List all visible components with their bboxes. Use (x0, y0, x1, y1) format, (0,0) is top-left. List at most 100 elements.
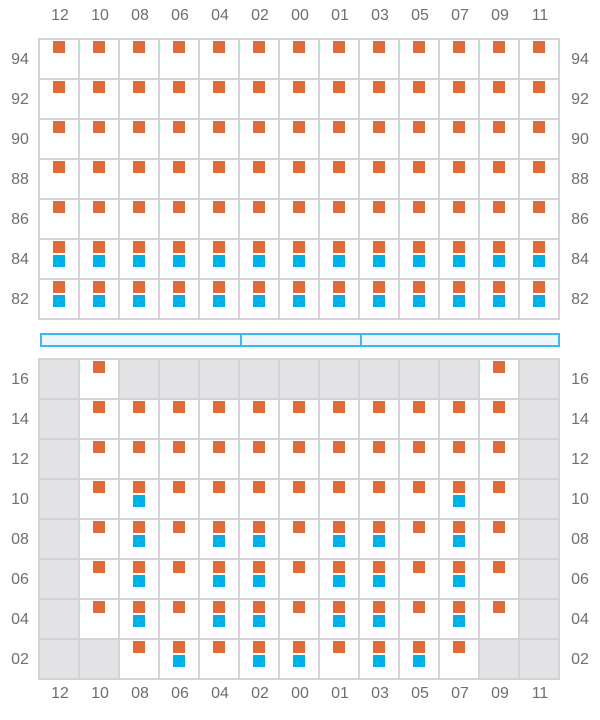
orange-marker[interactable] (453, 121, 465, 133)
seat-cell[interactable] (200, 80, 240, 120)
seat-cell[interactable] (440, 160, 480, 200)
orange-marker[interactable] (293, 601, 305, 613)
seat-cell[interactable] (280, 240, 320, 280)
blue-marker[interactable] (213, 255, 225, 267)
seat-cell[interactable] (160, 280, 200, 320)
orange-marker[interactable] (533, 41, 545, 53)
orange-marker[interactable] (133, 121, 145, 133)
blue-marker[interactable] (173, 255, 185, 267)
orange-marker[interactable] (293, 641, 305, 653)
orange-marker[interactable] (493, 401, 505, 413)
orange-marker[interactable] (173, 201, 185, 213)
seat-cell[interactable] (520, 160, 560, 200)
blue-marker[interactable] (253, 615, 265, 627)
orange-marker[interactable] (453, 201, 465, 213)
seat-cell[interactable] (440, 480, 480, 520)
orange-marker[interactable] (333, 521, 345, 533)
blue-marker[interactable] (453, 615, 465, 627)
seat-cell[interactable] (240, 40, 280, 80)
seat-cell[interactable] (320, 80, 360, 120)
seat-cell[interactable] (360, 240, 400, 280)
blue-marker[interactable] (53, 295, 65, 307)
seat-cell[interactable] (360, 80, 400, 120)
blue-marker[interactable] (453, 295, 465, 307)
orange-marker[interactable] (53, 81, 65, 93)
orange-marker[interactable] (253, 241, 265, 253)
seat-cell[interactable] (40, 160, 80, 200)
orange-marker[interactable] (293, 481, 305, 493)
orange-marker[interactable] (93, 521, 105, 533)
seat-cell[interactable] (360, 280, 400, 320)
seat-cell[interactable] (480, 40, 520, 80)
seat-cell[interactable] (360, 480, 400, 520)
orange-marker[interactable] (293, 81, 305, 93)
seat-cell[interactable] (240, 160, 280, 200)
orange-marker[interactable] (453, 81, 465, 93)
seat-cell[interactable] (400, 600, 440, 640)
blue-marker[interactable] (213, 295, 225, 307)
orange-marker[interactable] (133, 441, 145, 453)
blue-marker[interactable] (373, 535, 385, 547)
blue-marker[interactable] (333, 255, 345, 267)
seat-cell[interactable] (280, 280, 320, 320)
seat-cell[interactable] (360, 560, 400, 600)
blue-marker[interactable] (453, 255, 465, 267)
orange-marker[interactable] (333, 561, 345, 573)
orange-marker[interactable] (133, 521, 145, 533)
seat-cell[interactable] (520, 280, 560, 320)
orange-marker[interactable] (253, 401, 265, 413)
orange-marker[interactable] (293, 161, 305, 173)
orange-marker[interactable] (133, 81, 145, 93)
orange-marker[interactable] (373, 561, 385, 573)
orange-marker[interactable] (213, 481, 225, 493)
seat-cell[interactable] (160, 80, 200, 120)
orange-marker[interactable] (253, 481, 265, 493)
orange-marker[interactable] (133, 201, 145, 213)
seat-cell[interactable] (200, 400, 240, 440)
blue-marker[interactable] (413, 255, 425, 267)
seat-cell[interactable] (120, 160, 160, 200)
seat-cell[interactable] (80, 360, 120, 400)
seat-cell[interactable] (80, 120, 120, 160)
orange-marker[interactable] (493, 81, 505, 93)
orange-marker[interactable] (93, 601, 105, 613)
orange-marker[interactable] (533, 81, 545, 93)
orange-marker[interactable] (413, 481, 425, 493)
blue-marker[interactable] (333, 295, 345, 307)
blue-marker[interactable] (453, 575, 465, 587)
orange-marker[interactable] (293, 441, 305, 453)
seat-cell[interactable] (160, 160, 200, 200)
orange-marker[interactable] (493, 561, 505, 573)
seat-cell[interactable] (240, 400, 280, 440)
orange-marker[interactable] (493, 41, 505, 53)
seat-cell[interactable] (120, 440, 160, 480)
orange-marker[interactable] (413, 561, 425, 573)
seat-cell[interactable] (40, 120, 80, 160)
seat-cell[interactable] (360, 400, 400, 440)
seat-cell[interactable] (120, 480, 160, 520)
seat-cell[interactable] (480, 480, 520, 520)
blue-marker[interactable] (253, 295, 265, 307)
seat-cell[interactable] (200, 120, 240, 160)
seat-cell[interactable] (440, 200, 480, 240)
orange-marker[interactable] (333, 641, 345, 653)
orange-marker[interactable] (253, 121, 265, 133)
orange-marker[interactable] (133, 241, 145, 253)
seat-cell[interactable] (240, 520, 280, 560)
seat-cell[interactable] (320, 600, 360, 640)
orange-marker[interactable] (213, 161, 225, 173)
seat-cell[interactable] (120, 520, 160, 560)
seat-cell[interactable] (360, 600, 400, 640)
seat-cell[interactable] (320, 120, 360, 160)
orange-marker[interactable] (493, 201, 505, 213)
orange-marker[interactable] (493, 481, 505, 493)
blue-marker[interactable] (373, 655, 385, 667)
orange-marker[interactable] (173, 561, 185, 573)
orange-marker[interactable] (333, 241, 345, 253)
seat-cell[interactable] (120, 600, 160, 640)
seat-cell[interactable] (200, 440, 240, 480)
orange-marker[interactable] (333, 161, 345, 173)
seat-cell[interactable] (200, 520, 240, 560)
orange-marker[interactable] (453, 481, 465, 493)
seat-cell[interactable] (400, 520, 440, 560)
